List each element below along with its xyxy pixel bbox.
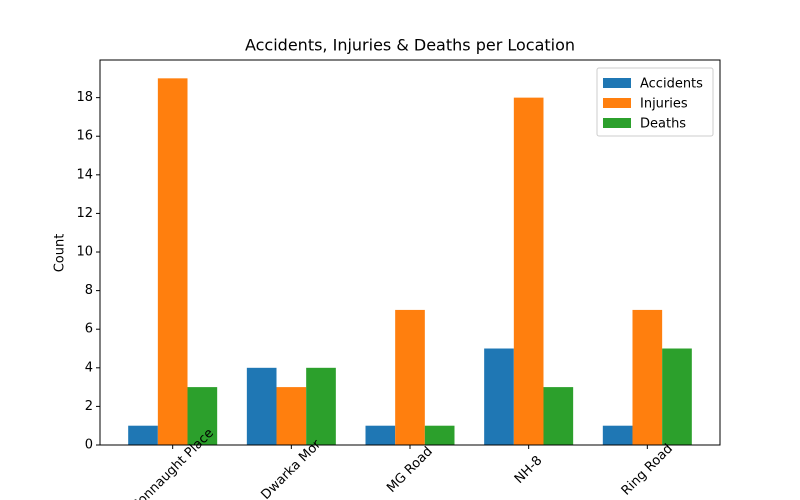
chart-title: Accidents, Injuries & Deaths per Locatio… [245,36,575,55]
bar [662,348,692,445]
axes-frame [99,59,721,446]
bar [632,309,663,445]
y-tick-label: 8 [85,283,93,298]
y-tick-label: 14 [76,167,93,182]
legend-label: Deaths [640,117,686,132]
bar [128,425,158,445]
y-tick-label: 18 [76,90,93,105]
y-tick-label: 12 [76,206,93,221]
bar [484,348,514,445]
bar [246,367,277,445]
bar [306,367,336,445]
legend-swatch [603,118,631,128]
bar [602,425,633,445]
legend-label: Accidents [640,77,703,92]
legend-swatch [603,98,631,108]
bar [187,387,218,445]
y-tick-label: 2 [85,399,93,414]
bar [543,387,574,445]
bar [513,97,544,445]
bar [395,309,425,445]
y-tick-label: 0 [85,438,93,453]
y-tick-label: 4 [85,360,93,375]
bar [365,425,396,445]
y-tick-label: 10 [76,245,93,260]
legend-label: Injuries [640,97,688,112]
bar [424,425,455,445]
bar [276,387,307,445]
bar [157,78,188,445]
y-tick-label: 6 [85,322,93,337]
y-axis-label: Count [53,234,68,273]
y-tick-label: 16 [76,129,93,144]
legend-swatch [603,78,631,88]
